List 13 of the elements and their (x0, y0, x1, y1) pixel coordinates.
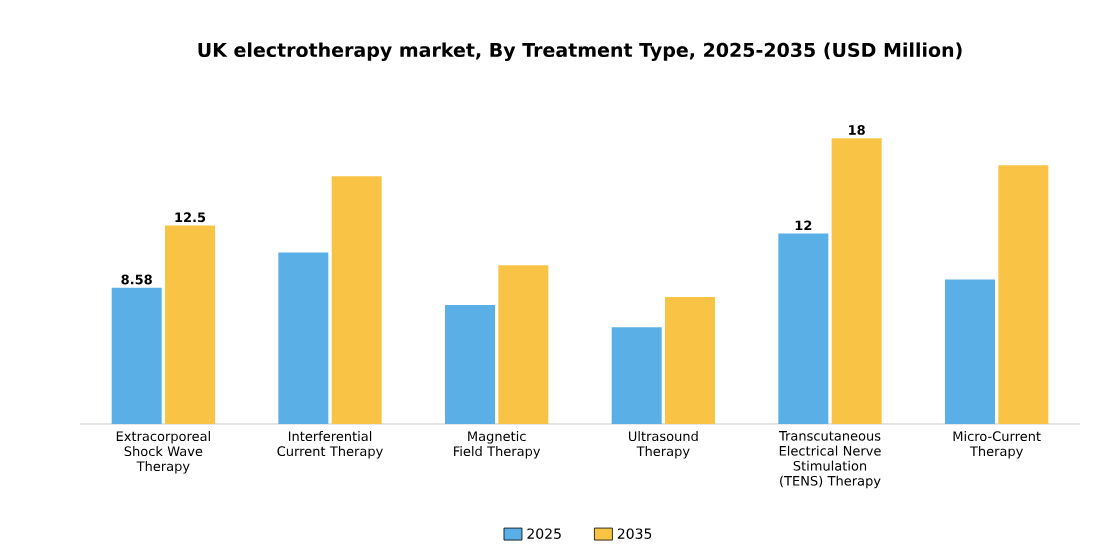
bar (445, 304, 496, 424)
bar (278, 252, 329, 424)
bar (998, 165, 1049, 424)
bar (165, 225, 216, 424)
bar (665, 297, 715, 424)
bar (111, 287, 162, 424)
chart-title: UK electrotherapy market, By Treatment Type, 2025-2035 (USD Million) (198, 42, 962, 61)
bar (498, 265, 549, 424)
bar (331, 176, 382, 424)
bar (778, 233, 829, 424)
bar (831, 138, 882, 424)
bar (611, 327, 662, 424)
bar (944, 279, 995, 424)
